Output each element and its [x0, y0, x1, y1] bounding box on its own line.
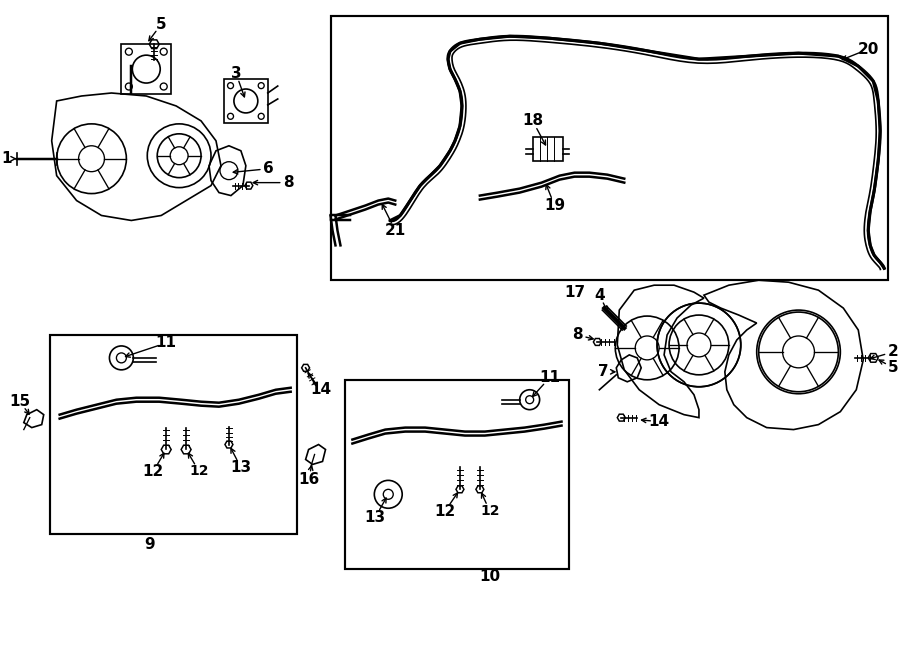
Text: 3: 3 — [230, 65, 241, 81]
Text: 5: 5 — [156, 17, 166, 32]
Text: 13: 13 — [364, 510, 386, 525]
Bar — [346, 380, 570, 569]
Text: 9: 9 — [144, 537, 155, 551]
Text: 11: 11 — [539, 370, 560, 385]
Text: 6: 6 — [264, 161, 274, 176]
Text: 8: 8 — [572, 327, 583, 342]
Text: 11: 11 — [156, 335, 176, 350]
Text: 18: 18 — [522, 114, 544, 128]
Text: 16: 16 — [298, 472, 320, 487]
Text: 14: 14 — [310, 382, 331, 397]
Text: 19: 19 — [544, 198, 565, 213]
Text: 8: 8 — [284, 175, 294, 190]
Text: 7: 7 — [598, 364, 608, 379]
Text: 12: 12 — [189, 465, 209, 479]
Text: 21: 21 — [384, 223, 406, 238]
Text: 2: 2 — [887, 344, 898, 360]
Text: 12: 12 — [142, 464, 164, 479]
Text: 4: 4 — [594, 288, 605, 303]
Bar — [330, 17, 888, 280]
Bar — [224, 79, 268, 123]
Text: 5: 5 — [887, 360, 898, 375]
Text: 12: 12 — [480, 504, 500, 518]
Text: 13: 13 — [230, 460, 251, 475]
Bar — [122, 44, 171, 94]
Bar — [533, 137, 562, 161]
Text: 10: 10 — [480, 570, 500, 584]
Text: 17: 17 — [564, 285, 585, 299]
Text: 14: 14 — [649, 414, 670, 429]
Bar — [50, 335, 297, 534]
Text: 12: 12 — [435, 504, 455, 519]
Text: 15: 15 — [9, 394, 31, 409]
Text: 1: 1 — [2, 151, 12, 166]
Text: 20: 20 — [858, 42, 879, 57]
